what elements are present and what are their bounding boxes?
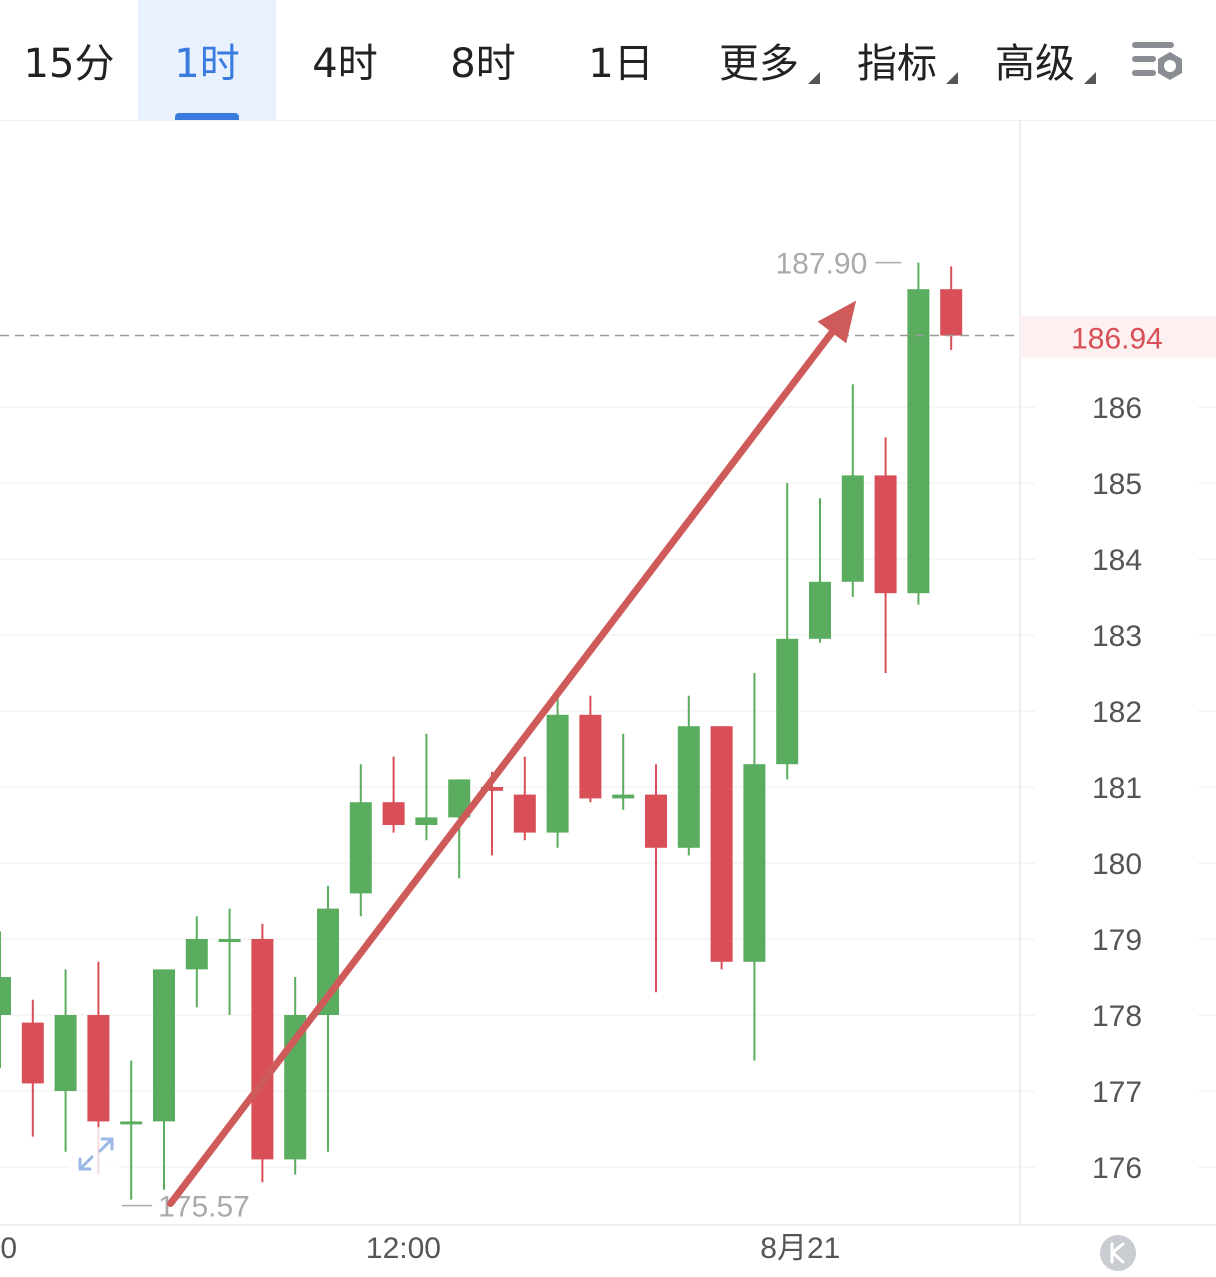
- active-tab-indicator: [175, 113, 239, 120]
- high-marker-label: 187.90: [776, 248, 868, 281]
- candle-body: [677, 726, 700, 848]
- y-tick-label: 180: [1092, 848, 1142, 881]
- candle-body: [907, 289, 930, 594]
- trend-arrow-shaft: [167, 328, 836, 1207]
- tab-label: 指标: [857, 41, 937, 87]
- candle-body: [218, 939, 241, 942]
- timeframe-toolbar: 15分 1时 4时 8时 1日 更多 指标 高级: [0, 0, 1216, 121]
- tab-label: 高级: [995, 41, 1075, 87]
- candlestick-chart[interactable]: 176 177 178 179 180 181 182 183 184 185 186 8月20 12:…: [0, 121, 1216, 1277]
- tab-5[interactable]: 更多: [690, 0, 828, 120]
- y-tick-label: 176: [1092, 1152, 1142, 1185]
- candle-body: [448, 779, 471, 818]
- tab-label: 更多: [719, 41, 799, 87]
- candle-body: [841, 475, 864, 582]
- candle-body: [645, 794, 667, 848]
- tab-1[interactable]: 1时: [138, 0, 276, 120]
- candle-body: [349, 802, 372, 894]
- y-tick-label: 186: [1092, 392, 1142, 425]
- candle-body: [415, 817, 438, 825]
- tab-4[interactable]: 1日: [552, 0, 690, 120]
- tab-7[interactable]: 高级: [966, 0, 1104, 120]
- tab-label: 1时: [174, 41, 240, 87]
- y-tick-label: 178: [1092, 1000, 1142, 1033]
- candle-body: [21, 1022, 44, 1084]
- chart-settings-icon: [1132, 42, 1182, 80]
- dropdown-triangle-icon: [808, 72, 820, 84]
- candle-body: [120, 1121, 143, 1125]
- candle-body: [54, 1015, 77, 1091]
- candle-body: [874, 475, 897, 594]
- candle-body: [579, 714, 602, 799]
- candle-body: [0, 977, 11, 1015]
- dropdown-triangle-icon: [946, 72, 958, 84]
- tab-3[interactable]: 8时: [414, 0, 552, 120]
- candle-body: [87, 1015, 110, 1122]
- y-tick-label: 182: [1092, 696, 1142, 729]
- candle-body: [546, 714, 569, 833]
- indicator-row: [0, 1268, 1216, 1277]
- k-line-logo-icon: [1100, 1235, 1136, 1271]
- candle-body: [940, 289, 963, 336]
- fullscreen-button[interactable]: [67, 1127, 123, 1183]
- x-tick-label: 8月21: [760, 1232, 840, 1265]
- k-line-logo-mark: [1110, 1242, 1125, 1264]
- y-tick-label: 183: [1092, 620, 1142, 653]
- tab-label: 1日: [588, 41, 654, 87]
- x-tick-label: 8月20: [0, 1232, 17, 1265]
- low-marker-label: 175.57: [158, 1191, 250, 1224]
- tab-label: 8时: [450, 41, 516, 87]
- dropdown-triangle-icon: [1084, 72, 1096, 84]
- tab-6[interactable]: 指标: [828, 0, 966, 120]
- y-tick-label: 184: [1092, 544, 1142, 577]
- expand-icon: [78, 1137, 114, 1171]
- tab-label: 15分: [23, 41, 115, 87]
- current-price-tag: [1020, 315, 1216, 358]
- candle-body: [481, 787, 503, 791]
- candle-body: [776, 638, 799, 765]
- candle-body: [153, 969, 175, 1122]
- current-price-label: 186.94: [1071, 323, 1163, 356]
- trend-arrow-head: [817, 300, 857, 344]
- y-tick-label: 185: [1092, 468, 1142, 501]
- y-tick-label: 179: [1092, 924, 1142, 957]
- candle-body: [809, 581, 831, 639]
- candle-body: [382, 802, 405, 825]
- chart-settings-button[interactable]: [1128, 38, 1190, 88]
- tab-0[interactable]: 15分: [0, 0, 138, 120]
- candle-body: [185, 939, 208, 970]
- candle-body: [612, 794, 635, 799]
- y-tick-label: 177: [1092, 1076, 1142, 1109]
- candle-body: [710, 726, 733, 962]
- candle-body: [513, 794, 536, 833]
- x-tick-label: 12:00: [366, 1232, 441, 1265]
- tab-2[interactable]: 4时: [276, 0, 414, 120]
- y-tick-label: 181: [1092, 772, 1142, 805]
- candle-body: [743, 764, 766, 962]
- candle-body: [251, 939, 274, 1160]
- tab-label: 4时: [312, 41, 378, 87]
